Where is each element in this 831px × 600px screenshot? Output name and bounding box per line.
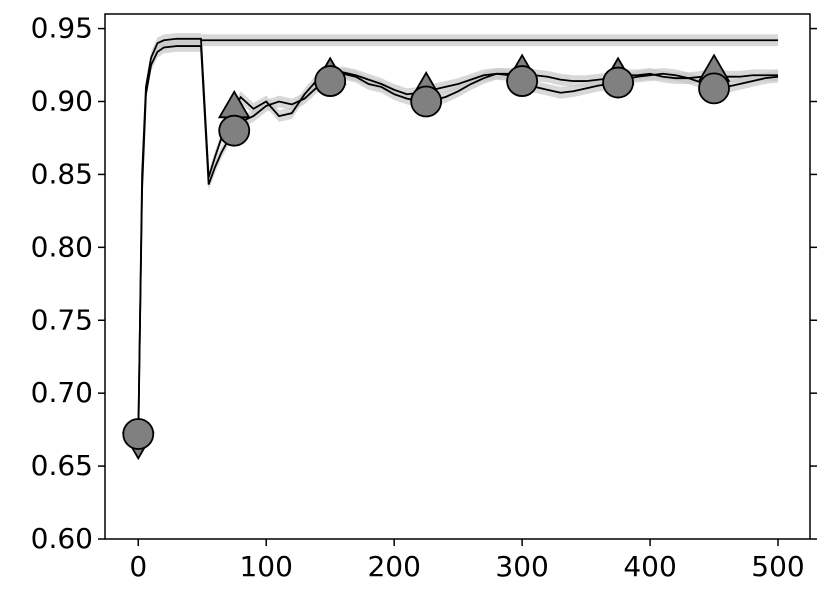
circle-marker — [122, 418, 155, 450]
circle-marker — [698, 72, 730, 105]
x-tick-label: 0 — [129, 550, 147, 583]
circle-marker — [218, 114, 251, 147]
circle-marker — [506, 65, 539, 97]
x-tick-label: 400 — [623, 550, 676, 583]
x-tick-label: 300 — [495, 550, 548, 583]
plot-frame — [104, 13, 811, 540]
x-tick-label: 100 — [239, 550, 292, 583]
y-tick-label: 0.80 — [31, 230, 93, 263]
y-tick-label: 0.70 — [31, 376, 93, 409]
circle-marker — [314, 65, 347, 97]
circle-marker — [602, 66, 634, 99]
y-tick-label: 0.85 — [31, 157, 93, 190]
circle-marker — [410, 85, 443, 118]
x-tick-label: 500 — [751, 550, 804, 583]
x-tick-label: 200 — [367, 550, 420, 583]
y-tick-label: 0.90 — [31, 85, 93, 118]
y-tick-label: 0.75 — [31, 303, 93, 336]
y-tick-label: 0.95 — [31, 12, 93, 45]
y-tick-label: 0.65 — [31, 449, 93, 482]
y-tick-label: 0.60 — [31, 522, 93, 555]
